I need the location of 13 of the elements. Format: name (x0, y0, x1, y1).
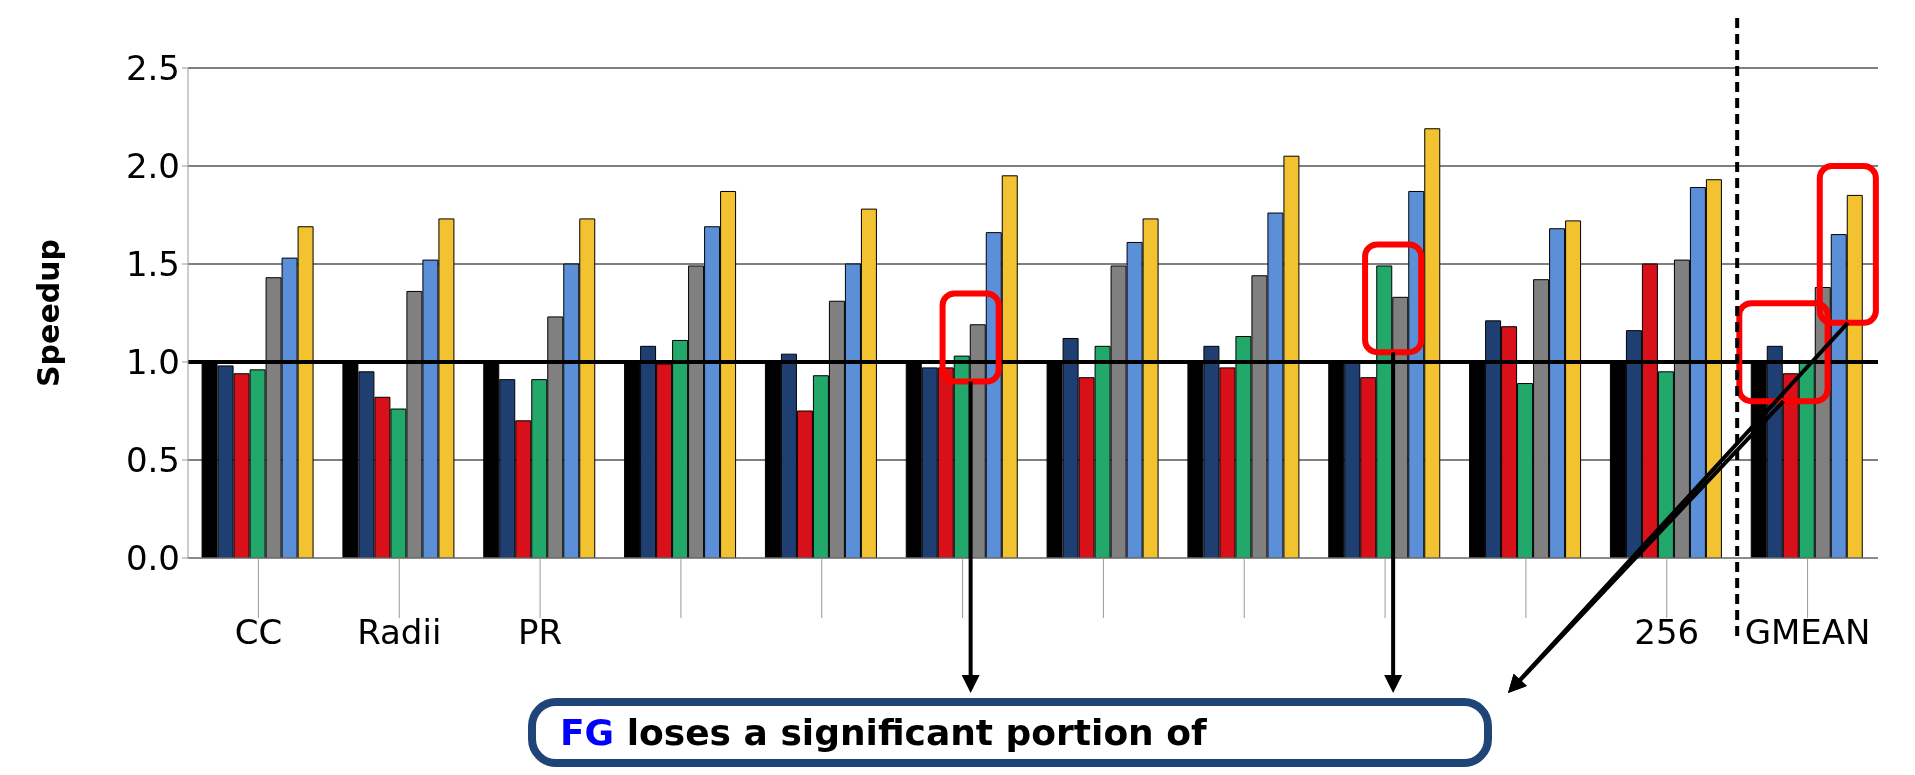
x-tick-label: Radii (357, 612, 442, 653)
y-tick-label: 0.0 (125, 538, 180, 579)
x-tick-label: GMEAN (1744, 612, 1871, 653)
y-tick-label: 1.0 (125, 342, 180, 383)
y-tick-label: 1.5 (125, 244, 180, 285)
y-tick-label: 2.0 (125, 146, 180, 187)
x-tick-label: PR (518, 612, 563, 653)
y-tick-label: 2.5 (125, 48, 180, 89)
y-tick-label: 0.5 (125, 440, 180, 481)
text: FG loses a significant portion of (560, 712, 1207, 753)
x-tick-label: CC (234, 612, 283, 653)
x-tick-label: 256 (1634, 612, 1700, 653)
y-axis-title: Speedup (30, 238, 66, 388)
